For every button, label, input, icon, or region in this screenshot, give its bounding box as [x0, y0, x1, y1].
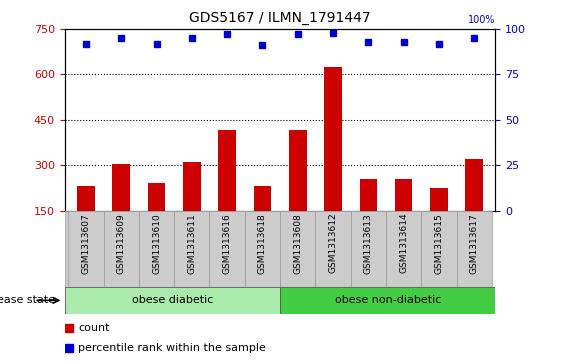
Text: GSM1313611: GSM1313611	[187, 213, 196, 274]
Bar	[218, 130, 236, 211]
Bar	[113, 164, 130, 211]
Bar	[148, 183, 166, 211]
Bar	[386, 211, 421, 287]
Text: disease state: disease state	[0, 295, 59, 305]
Text: GSM1313607: GSM1313607	[82, 213, 91, 274]
Title: GDS5167 / ILMN_1791447: GDS5167 / ILMN_1791447	[189, 11, 371, 25]
Text: GSM1313618: GSM1313618	[258, 213, 267, 274]
Bar	[183, 162, 200, 211]
Text: count: count	[78, 323, 110, 333]
Text: GSM1313613: GSM1313613	[364, 213, 373, 274]
Text: GSM1313609: GSM1313609	[117, 213, 126, 274]
Bar	[65, 287, 280, 314]
Text: GSM1313616: GSM1313616	[222, 213, 231, 274]
Text: GSM1313617: GSM1313617	[470, 213, 479, 274]
Bar	[68, 211, 104, 287]
Bar	[174, 211, 209, 287]
Text: GSM1313615: GSM1313615	[435, 213, 444, 274]
Bar	[395, 179, 413, 211]
Text: obese diabetic: obese diabetic	[132, 295, 213, 305]
Text: percentile rank within the sample: percentile rank within the sample	[78, 343, 266, 352]
Text: obese non-diabetic: obese non-diabetic	[334, 295, 441, 305]
Bar	[457, 211, 492, 287]
Bar	[139, 211, 174, 287]
Bar	[253, 186, 271, 211]
Bar	[360, 179, 377, 211]
Text: GSM1313608: GSM1313608	[293, 213, 302, 274]
Bar	[289, 130, 307, 211]
Bar	[315, 211, 351, 287]
Text: GSM1313612: GSM1313612	[329, 213, 338, 273]
Bar	[351, 211, 386, 287]
Bar	[77, 186, 95, 211]
Text: GSM1313610: GSM1313610	[152, 213, 161, 274]
Bar	[209, 211, 245, 287]
Bar	[280, 211, 315, 287]
Bar	[104, 211, 139, 287]
Bar	[324, 67, 342, 211]
Bar	[466, 159, 483, 211]
Text: GSM1313614: GSM1313614	[399, 213, 408, 273]
Text: 100%: 100%	[468, 15, 495, 25]
Bar	[421, 211, 457, 287]
Bar	[280, 287, 495, 314]
Bar	[245, 211, 280, 287]
Bar	[430, 188, 448, 211]
